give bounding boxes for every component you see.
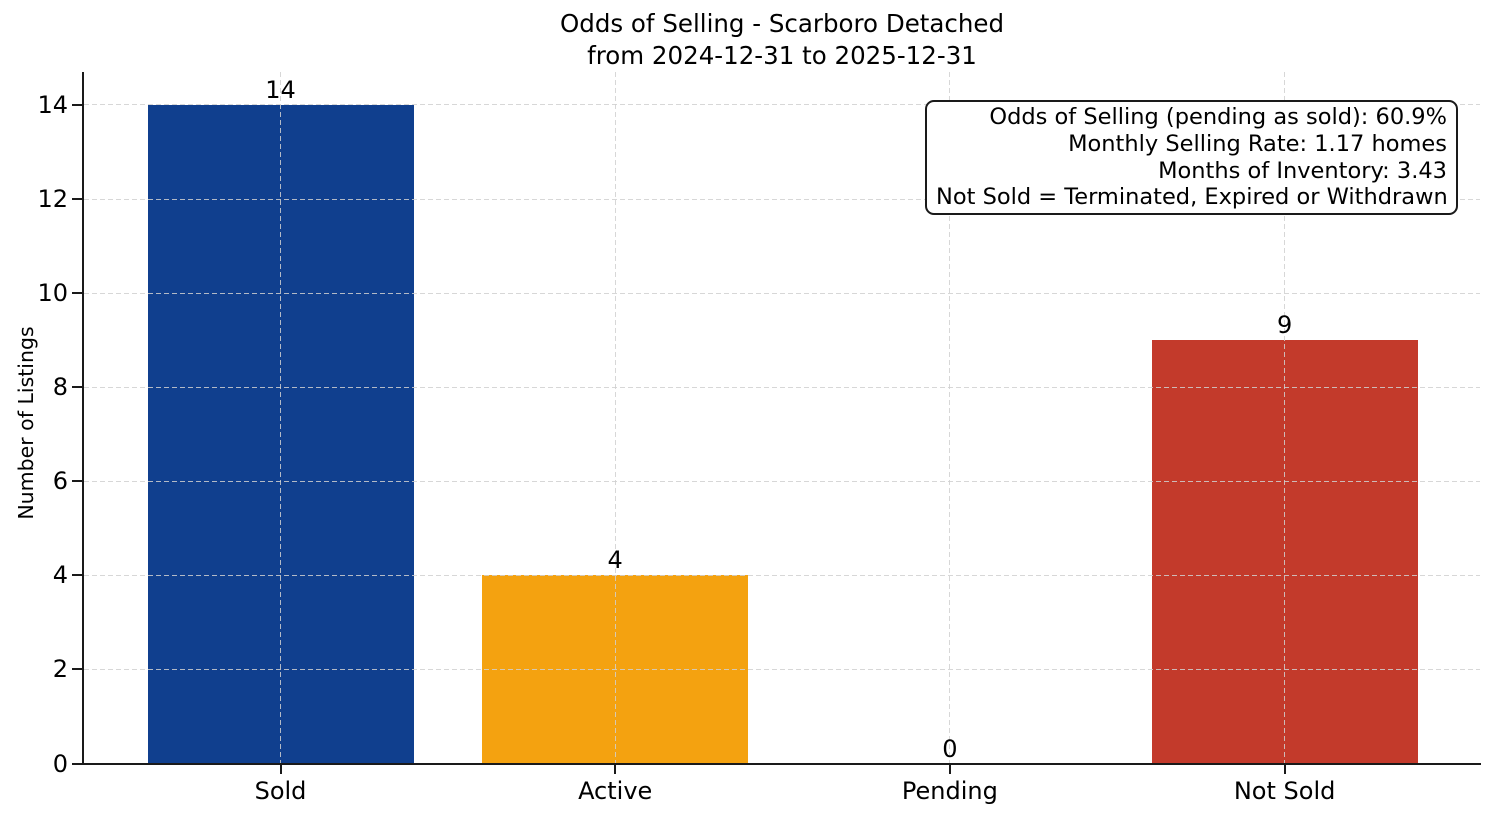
v-gridline-active (614, 72, 616, 764)
y-tick-label-10: 10 (37, 279, 68, 308)
y-tick-label-4: 4 (52, 561, 68, 590)
h-gridline-2 (84, 668, 1480, 670)
h-gridline-4 (84, 574, 1480, 576)
bar-value-label-not-sold: 9 (1276, 311, 1293, 340)
h-gridline-10 (84, 292, 1480, 294)
bar-value-label-sold: 14 (265, 75, 296, 104)
x-tick-label-pending: Pending (901, 777, 998, 805)
v-gridline-sold (280, 72, 281, 764)
y-tick-label-0: 0 (52, 749, 68, 778)
v-gridline-not-sold (1284, 72, 1286, 764)
v-gridline-pending (949, 72, 951, 764)
h-gridline-14 (84, 104, 1480, 106)
x-tick-mark-sold (279, 765, 282, 774)
chart-subtitle: from 2024-12-31 to 2025-12-31 (587, 40, 977, 70)
annotation-line-inventory: Months of Inventory: 3.43 (1158, 157, 1447, 184)
y-tick-mark-6 (72, 480, 82, 483)
chart-title-block: Odds of Selling - Scarboro Detached from… (84, 8, 1480, 71)
x-tick-mark-not-sold (1283, 765, 1286, 774)
y-tick-mark-8 (72, 386, 82, 389)
h-gridline-6 (84, 480, 1480, 482)
y-tick-mark-2 (72, 668, 82, 671)
bar-value-label-active: 4 (607, 546, 623, 575)
stats-annotation-box: Odds of Selling (pending as sold): 60.9%… (925, 100, 1458, 215)
chart-title: Odds of Selling - Scarboro Detached (559, 9, 1005, 38)
x-tick-label-not-sold: Not Sold (1233, 777, 1336, 805)
y-axis-spine (81, 72, 84, 765)
y-tick-label-12: 12 (37, 185, 68, 214)
annotation-line-rate: Monthly Selling Rate: 1.17 homes (1068, 130, 1447, 157)
x-tick-label-sold: Sold (254, 777, 307, 805)
x-tick-label-active: Active (578, 777, 653, 805)
y-tick-mark-14 (72, 103, 82, 106)
y-tick-mark-0 (72, 762, 82, 765)
annotation-line-notsold: Not Sold = Terminated, Expired or Withdr… (936, 184, 1448, 211)
y-tick-label-8: 8 (52, 373, 68, 402)
y-tick-label-6: 6 (52, 467, 68, 496)
x-axis-spine (81, 762, 1481, 765)
x-tick-mark-pending (948, 765, 951, 774)
x-tick-mark-active (614, 765, 617, 774)
h-gridline-12 (84, 198, 1480, 200)
y-tick-mark-10 (72, 292, 82, 295)
annotation-line-odds: Odds of Selling (pending as sold): 60.9% (989, 104, 1447, 130)
y-tick-mark-12 (72, 198, 82, 201)
y-tick-label-2: 2 (52, 655, 68, 684)
bar-value-label-pending: 0 (942, 734, 958, 763)
h-gridline-8 (84, 386, 1480, 388)
y-tick-mark-4 (72, 574, 82, 577)
y-tick-label-14: 14 (37, 90, 68, 119)
